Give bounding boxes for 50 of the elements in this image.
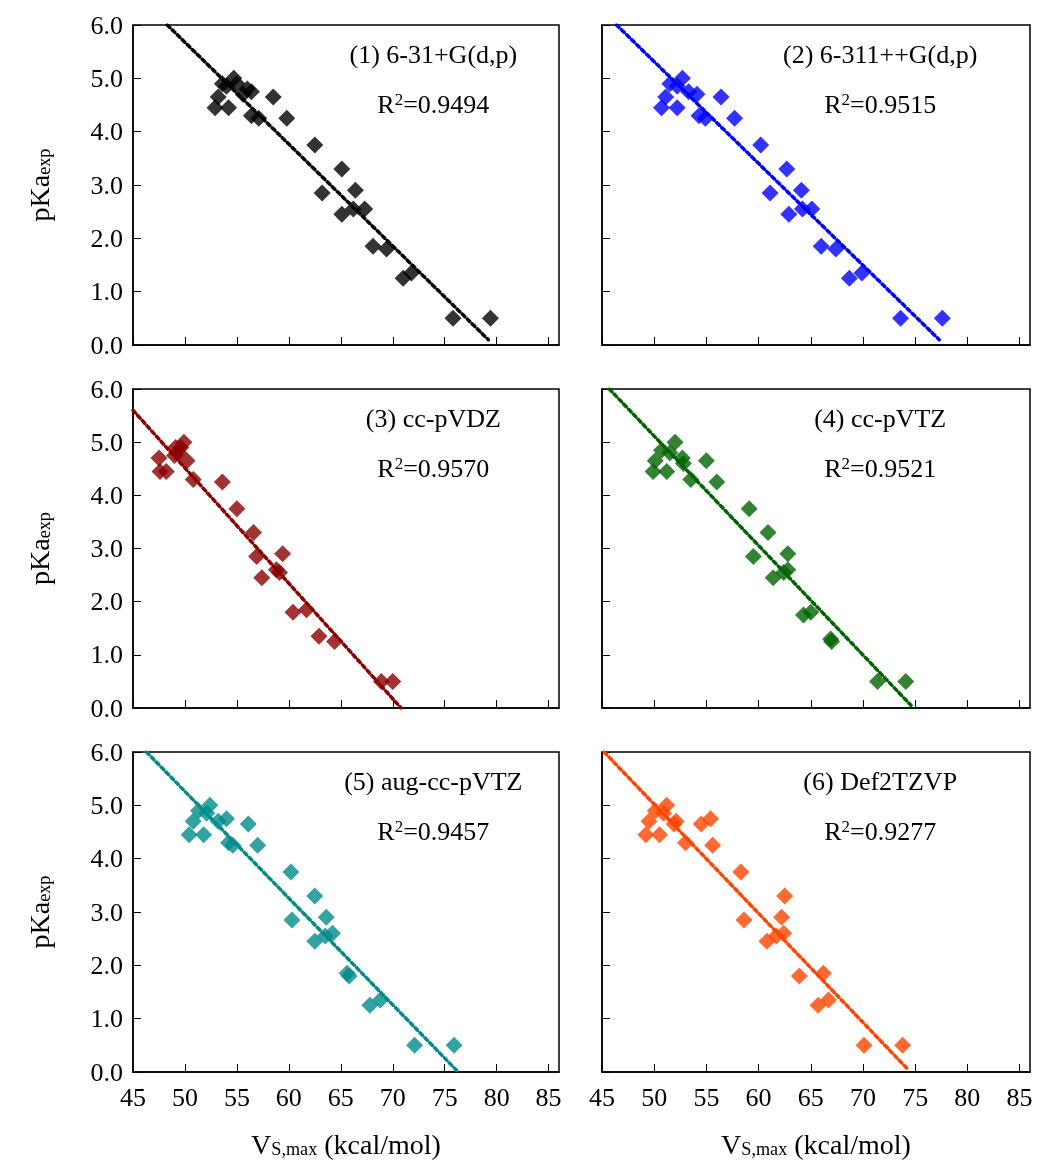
y-tick-label: 0.0: [90, 330, 123, 360]
y-axis-title: pKaexp: [23, 875, 55, 949]
x-tick-label: 85: [1006, 1082, 1033, 1112]
x-tick-label: 70: [379, 1082, 406, 1112]
y-tick-label: 2.0: [90, 223, 123, 253]
x-tick-label: 65: [327, 1082, 354, 1112]
annotation: (4) cc-pVTZ: [814, 403, 947, 433]
x-tick-label: 45: [120, 1082, 146, 1112]
y-tick-label: 6.0: [90, 374, 123, 404]
y-tick-label: 2.0: [90, 950, 123, 980]
y-tick-label: 5.0: [90, 790, 123, 820]
x-tick-label: 60: [745, 1082, 772, 1112]
annotation: (1) 6-31+G(d,p): [349, 39, 518, 69]
x-tick-label: 75: [431, 1082, 458, 1112]
x-tick-label: 80: [483, 1082, 510, 1112]
x-tick-label: 50: [641, 1082, 668, 1112]
y-tick-label: 2.0: [90, 587, 123, 617]
y-tick-label: 1.0: [90, 640, 123, 670]
x-tick-label: 45: [589, 1082, 615, 1112]
x-tick-label: 55: [223, 1082, 250, 1112]
x-axis-title: VS,max (kcal/mol): [721, 1128, 911, 1160]
x-axis-title: VS,max (kcal/mol): [251, 1128, 441, 1160]
x-tick-label: 60: [275, 1082, 302, 1112]
y-tick-label: 3.0: [90, 897, 123, 927]
y-tick-label: 4.0: [90, 480, 123, 510]
x-tick-label: 80: [954, 1082, 981, 1112]
y-tick-label: 4.0: [90, 117, 123, 147]
annotation: (3) cc-pVDZ: [365, 403, 501, 433]
x-tick-label: 65: [797, 1082, 824, 1112]
y-tick-label: 5.0: [90, 427, 123, 457]
annotation: (2) 6-311++G(d,p): [782, 39, 978, 69]
y-tick-label: 6.0: [90, 10, 123, 40]
y-tick-label: 3.0: [90, 534, 123, 563]
y-tick-label: 0.0: [90, 693, 123, 723]
x-tick-label: 75: [902, 1082, 929, 1112]
y-tick-label: 3.0: [90, 170, 123, 200]
annotation: (5) aug-cc-pVTZ: [344, 766, 523, 796]
y-tick-label: 0.0: [90, 1057, 123, 1087]
y-axis-title: pKaexp: [23, 148, 55, 222]
y-axis-title: pKaexp: [23, 512, 55, 585]
x-tick-label: 85: [535, 1082, 562, 1112]
y-tick-label: 1.0: [90, 1004, 123, 1034]
y-tick-label: 4.0: [90, 844, 123, 874]
annotation: (6) Def2TZVP: [803, 766, 958, 796]
y-tick-label: 5.0: [90, 63, 123, 93]
x-tick-label: 70: [849, 1082, 876, 1112]
y-tick-label: 1.0: [90, 277, 123, 307]
y-tick-label: 6.0: [90, 737, 123, 767]
x-tick-label: 55: [693, 1082, 720, 1112]
x-tick-label: 50: [171, 1082, 198, 1112]
